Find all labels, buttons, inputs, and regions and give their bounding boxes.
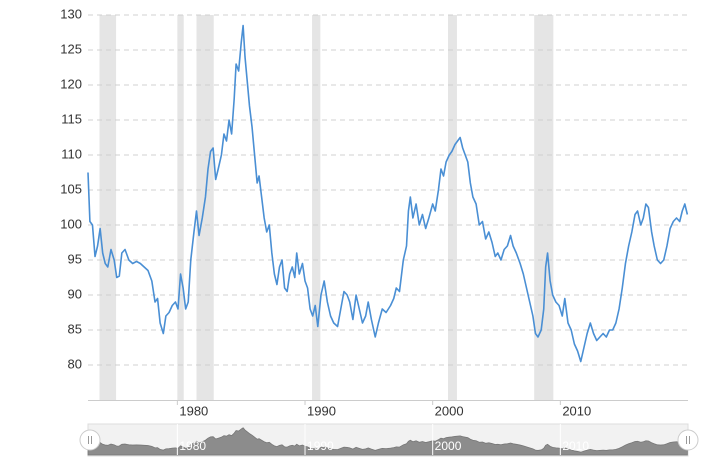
y-tick-label: 115 — [61, 111, 82, 126]
navigator-label: 2000 — [435, 439, 462, 453]
navigator-label: 1990 — [307, 439, 334, 453]
plot-area: 80 85 90 95 100 105 110 115 120 125 130 1980 1990 200… — [60, 6, 689, 418]
y-tick-label: 105 — [60, 181, 82, 196]
y-tick-label: 85 — [68, 321, 82, 336]
navigator[interactable]: 1980 1990 2000 2010 — [79, 423, 699, 457]
navigator-area — [87, 427, 688, 456]
data-line — [87, 24, 689, 363]
y-tick-label: 110 — [61, 146, 82, 161]
recession-band — [196, 15, 214, 400]
y-tick-label: 90 — [68, 286, 82, 301]
recession-band — [177, 15, 184, 400]
y-tick-label: 130 — [60, 6, 82, 21]
x-tick-label: 2010 — [562, 403, 591, 418]
x-tick-label: 2000 — [435, 403, 464, 418]
recession-band — [312, 15, 321, 400]
x-tick-label: 1980 — [179, 403, 208, 418]
y-tick-label: 125 — [60, 41, 82, 56]
y-tick-label: 120 — [60, 76, 82, 91]
x-tick-label: 1990 — [307, 403, 336, 418]
y-tick-label: 80 — [68, 356, 82, 371]
navigator-handle[interactable] — [677, 429, 699, 451]
navigator-label: 1980 — [179, 439, 206, 453]
navigator-handle[interactable] — [79, 429, 101, 451]
recession-band — [448, 15, 457, 400]
recession-band — [99, 15, 117, 400]
handle-circle — [79, 429, 101, 451]
recession-band — [534, 15, 554, 400]
y-tick-label: 100 — [60, 216, 82, 231]
y-tick-label: 95 — [68, 251, 82, 266]
navigator-label: 2010 — [562, 439, 589, 453]
handle-circle — [677, 429, 699, 451]
